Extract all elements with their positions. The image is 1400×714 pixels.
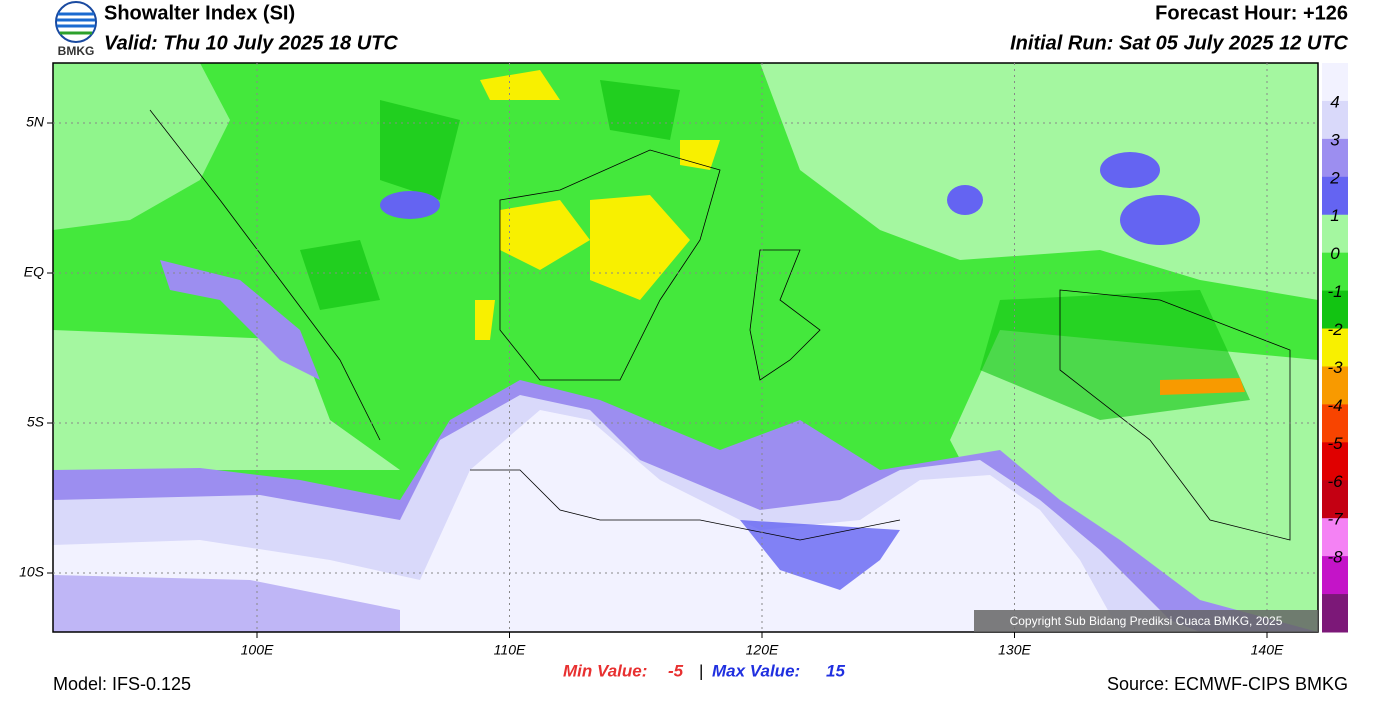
colorbar: 4 3 2 1 0 -1 -2 -3 -4 -5 -6 -7 -8	[1322, 63, 1348, 633]
max-label: Max Value:	[712, 661, 800, 680]
colorbar-swatch	[1322, 176, 1348, 216]
colorbar-swatch	[1322, 100, 1348, 140]
forecast-hour: Forecast Hour: +126	[1155, 2, 1348, 24]
colorbar-label: 2	[1329, 168, 1340, 187]
colorbar-swatch	[1322, 518, 1348, 557]
lon-label: 120E	[746, 642, 779, 658]
lat-label: EQ	[24, 264, 44, 280]
colorbar-label: -7	[1327, 510, 1343, 529]
colorbar-label: -6	[1327, 472, 1343, 491]
colorbar-swatch	[1322, 328, 1348, 367]
colorbar-label: -3	[1327, 358, 1343, 377]
lon-label: 100E	[241, 642, 274, 658]
copyright-box	[974, 610, 1318, 632]
colorbar-label: -5	[1327, 434, 1343, 453]
colorbar-swatch	[1322, 404, 1348, 443]
map-field	[53, 63, 1318, 632]
lat-label: 10S	[19, 564, 45, 580]
title: Showalter Index (SI)	[104, 2, 295, 24]
logo-text: BMKG	[58, 44, 95, 58]
colorbar-swatch	[1322, 442, 1348, 481]
colorbar-label: 0	[1330, 244, 1340, 263]
separator: |	[699, 661, 703, 680]
lon-label: 110E	[494, 642, 526, 658]
min-value: -5	[668, 661, 684, 680]
colorbar-label: -8	[1327, 548, 1343, 567]
logo: BMKG	[55, 1, 97, 58]
min-label: Min Value:	[563, 661, 647, 680]
colorbar-label: 1	[1330, 206, 1339, 225]
colorbar-swatch	[1322, 214, 1348, 254]
lat-label: 5S	[27, 414, 45, 430]
colorbar-swatch	[1322, 63, 1348, 102]
colorbar-label: -4	[1327, 396, 1342, 415]
max-value: 15	[826, 661, 845, 680]
lat-label: 5N	[26, 114, 45, 130]
map-frame	[52, 62, 1319, 633]
colorbar-label: 3	[1330, 130, 1340, 149]
colorbar-label: 4	[1330, 92, 1339, 111]
lon-label: 130E	[998, 642, 1031, 658]
colorbar-swatch	[1322, 480, 1348, 519]
initial-run: Initial Run: Sat 05 July 2025 12 UTC	[1010, 32, 1348, 54]
colorbar-swatch	[1322, 252, 1348, 292]
colorbar-swatch	[1322, 138, 1348, 178]
graticule: 5N EQ 5S 10S 100E 110E 120E 130E 140E	[19, 63, 1318, 658]
valid-time: Valid: Thu 10 July 2025 18 UTC	[104, 32, 398, 54]
model: Model: IFS-0.125	[53, 674, 191, 694]
colorbar-swatch	[1322, 366, 1348, 405]
colorbar-label: -2	[1327, 320, 1343, 339]
colorbar-label: -1	[1327, 282, 1342, 301]
colorbar-swatch	[1322, 556, 1348, 595]
copyright: Copyright Sub Bidang Prediksi Cuaca BMKG…	[1010, 614, 1283, 628]
colorbar-swatch	[1322, 290, 1348, 330]
source: Source: ECMWF-CIPS BMKG	[1107, 674, 1348, 694]
colorbar-swatch	[1322, 594, 1348, 633]
lon-label: 140E	[1251, 642, 1284, 658]
